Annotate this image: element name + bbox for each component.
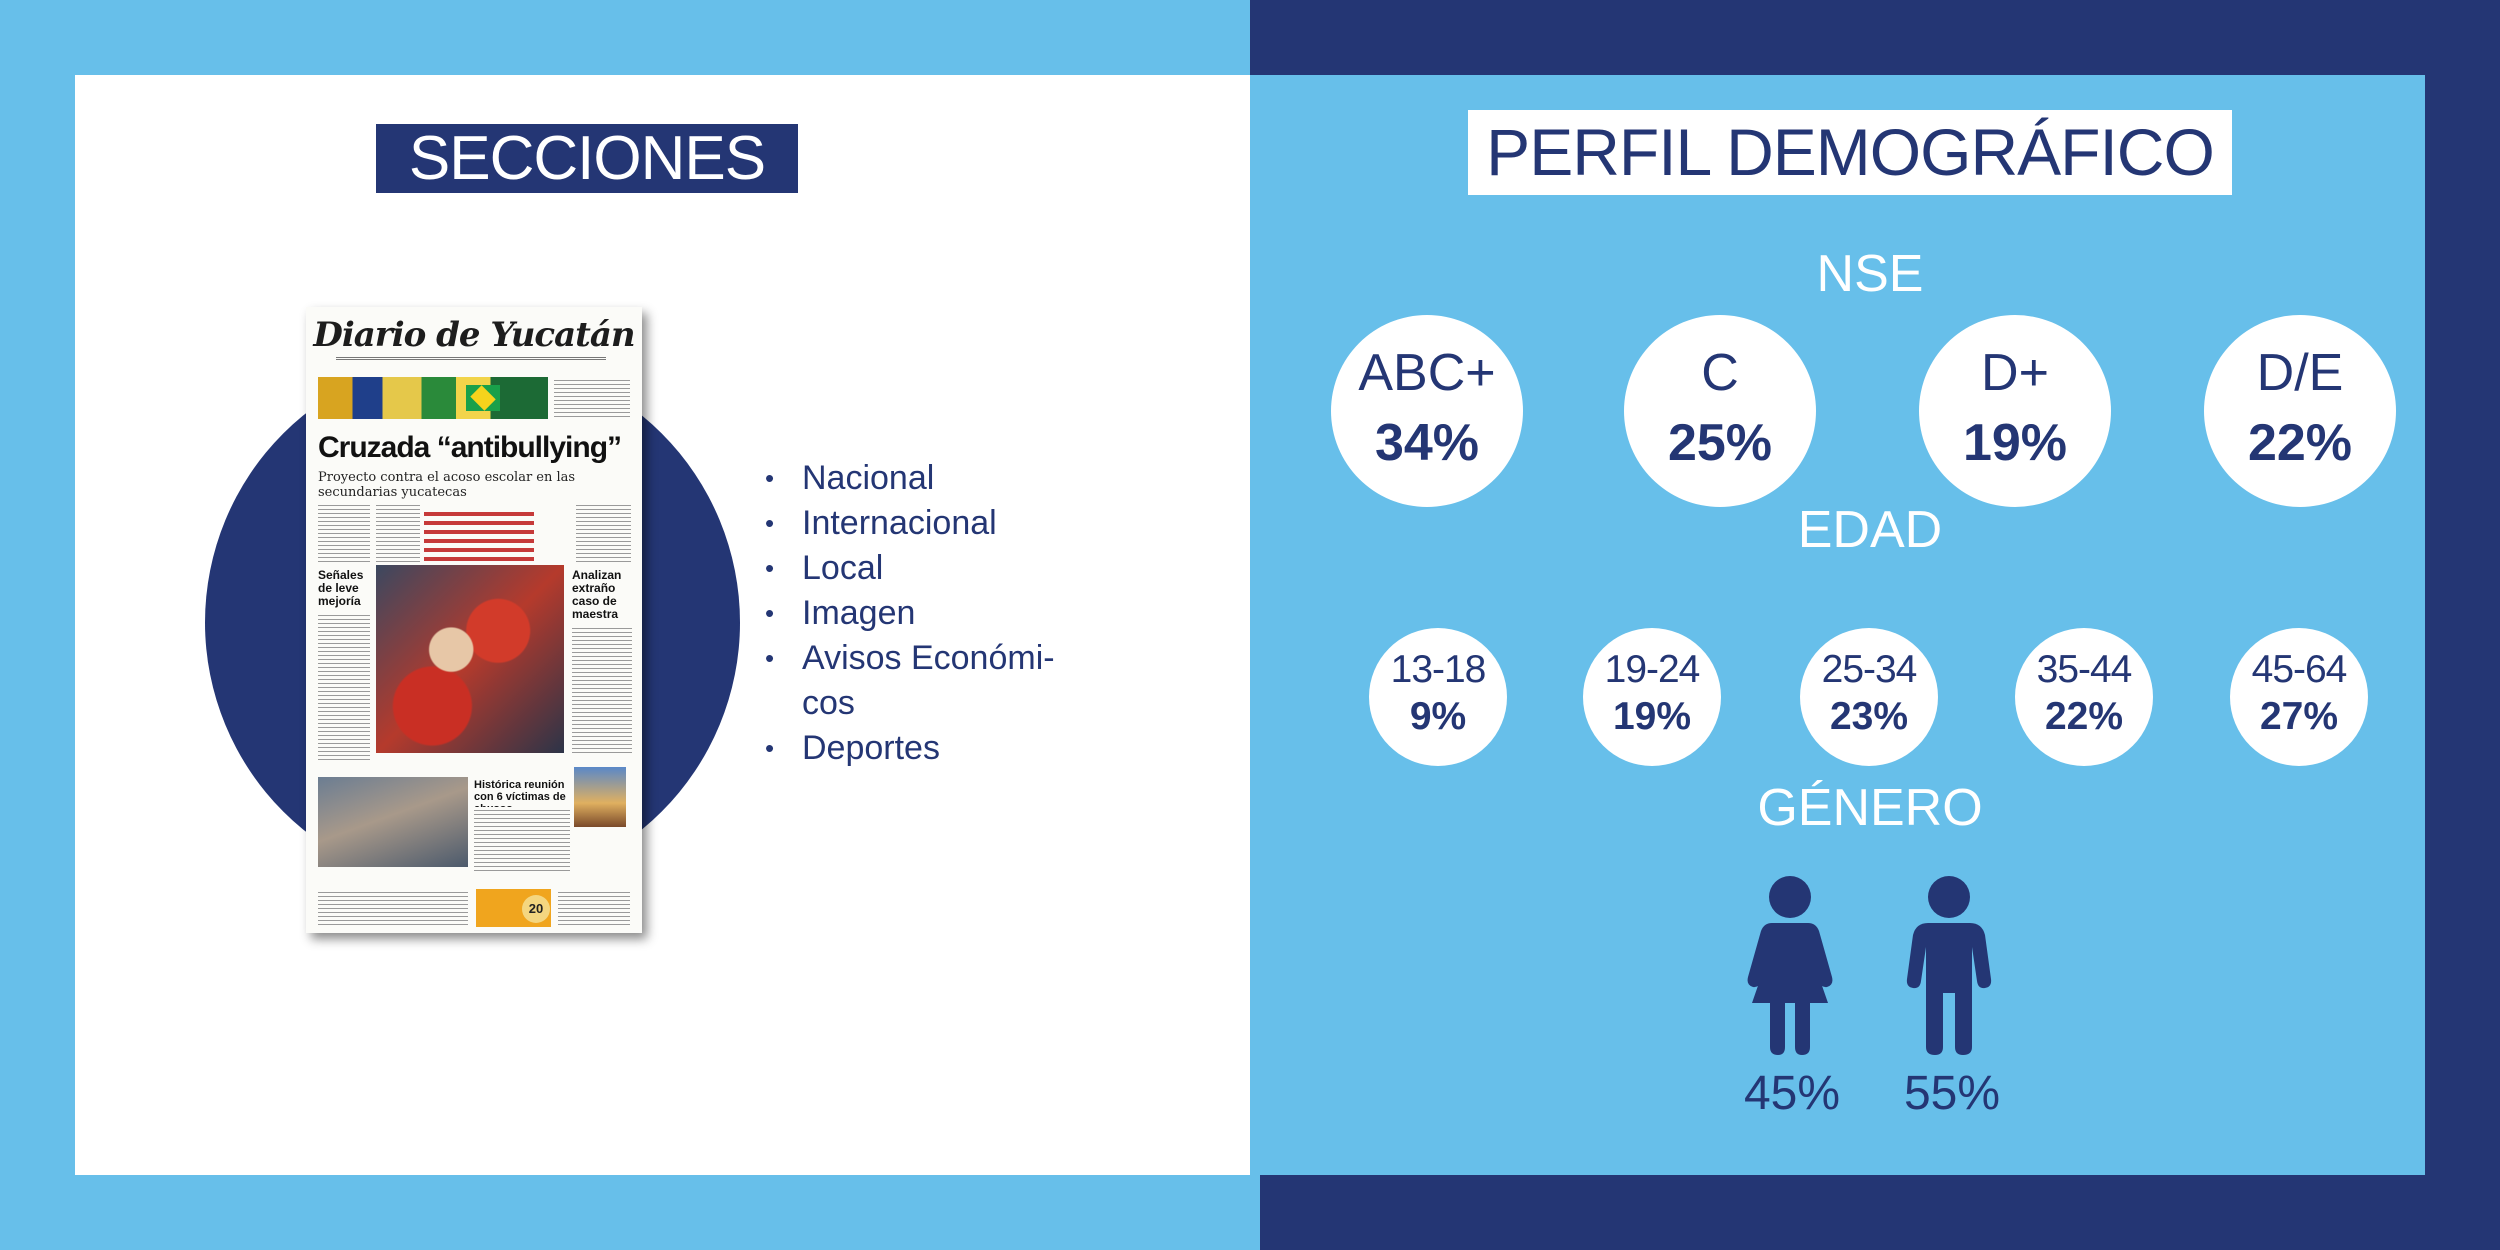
- age-range: 13-18: [1390, 648, 1487, 691]
- newspaper-subheadline: Proyecto contra el acoso escolar en las …: [318, 470, 576, 500]
- text-column: [376, 502, 420, 562]
- age-range: 35-44: [2036, 648, 2133, 691]
- background-navy-right: [2425, 0, 2500, 1250]
- masthead-rule: [336, 357, 606, 360]
- nse-circle-c: C 25%: [1624, 315, 1816, 507]
- background-navy-top: [1250, 0, 2500, 75]
- nse-circle-dplus: D+ 19%: [1919, 315, 2111, 507]
- genero-label: GÉNERO: [1757, 779, 1983, 837]
- section-item: Internacional: [765, 501, 1095, 546]
- age-percent: 22%: [2044, 695, 2124, 738]
- newspaper-headline: Cruzada “antibullying”: [318, 431, 622, 464]
- newspaper-side-story-left: Señales de leve mejoría: [318, 568, 364, 608]
- perfil-title: PERFIL DEMOGRÁFICO: [1468, 110, 2232, 195]
- nse-circle-abc: ABC+ 34%: [1331, 315, 1523, 507]
- age-percent: 19%: [1612, 695, 1692, 738]
- text-column: [576, 502, 631, 562]
- text-column: [554, 377, 630, 419]
- age-range: 19-24: [1604, 648, 1701, 691]
- female-percent: 45%: [1743, 1067, 1841, 1120]
- section-item: Nacional: [765, 456, 1095, 501]
- male-percent: 55%: [1903, 1067, 2001, 1120]
- newspaper-side-photo: [574, 767, 626, 827]
- age-circle: 19-24 19%: [1583, 628, 1721, 766]
- nse-category: D+: [1981, 344, 2049, 402]
- text-column: [318, 889, 468, 927]
- section-item: Local: [765, 546, 1095, 591]
- nse-percent: 19%: [1962, 414, 2068, 472]
- age-percent: 9%: [1409, 695, 1467, 738]
- nse-circle-de: D/E 22%: [2204, 315, 2396, 507]
- newspaper-main-photo: [376, 565, 564, 753]
- age-circle: 45-64 27%: [2230, 628, 2368, 766]
- age-circle: 25-34 23%: [1800, 628, 1938, 766]
- newspaper-top-strip-image: [318, 377, 548, 419]
- section-item: Imagen: [765, 591, 1095, 636]
- age-circle: 13-18 9%: [1369, 628, 1507, 766]
- infographic-bars: [424, 507, 534, 565]
- newspaper-front-page: Diario de Yucatán Cruzada “antibullying”…: [306, 307, 642, 933]
- text-column: [474, 807, 570, 873]
- text-column: [318, 612, 370, 762]
- age-range: 45-64: [2251, 648, 2348, 691]
- age-circle: 35-44 22%: [2015, 628, 2153, 766]
- newspaper-side-story-right: Analizan extraño caso de maestra: [572, 568, 622, 621]
- background-navy-bottom: [1260, 1175, 2500, 1250]
- age-percent: 23%: [1829, 695, 1909, 738]
- nse-category: D/E: [2256, 344, 2344, 402]
- text-column: [572, 625, 632, 753]
- sections-list: Nacional Internacional Local Imagen Avis…: [765, 456, 1095, 771]
- nse-category: C: [1701, 344, 1739, 402]
- nse-percent: 34%: [1374, 414, 1480, 472]
- newspaper-bottom-photo: [318, 777, 468, 867]
- female-person-icon: [1747, 876, 1833, 1055]
- section-item: Deportes: [765, 726, 1095, 771]
- nse-label: NSE: [1816, 245, 1924, 303]
- nse-category: ABC+: [1358, 344, 1496, 402]
- section-item: Avisos Económi-cos: [765, 636, 1095, 726]
- newspaper-ad-number: 20: [522, 895, 550, 923]
- perfil-panel: [1250, 75, 2425, 1175]
- edad-label: EDAD: [1797, 501, 1943, 559]
- secciones-title: SECCIONES: [376, 124, 798, 193]
- male-person-icon: [1906, 876, 1992, 1055]
- age-range: 25-34: [1821, 648, 1918, 691]
- nse-percent: 25%: [1667, 414, 1773, 472]
- nse-percent: 22%: [2247, 414, 2353, 472]
- newspaper-masthead: Diario de Yucatán: [313, 315, 635, 355]
- text-column: [558, 889, 630, 927]
- brazil-flag-icon: [466, 385, 500, 411]
- text-column: [318, 502, 370, 562]
- age-percent: 27%: [2259, 695, 2339, 738]
